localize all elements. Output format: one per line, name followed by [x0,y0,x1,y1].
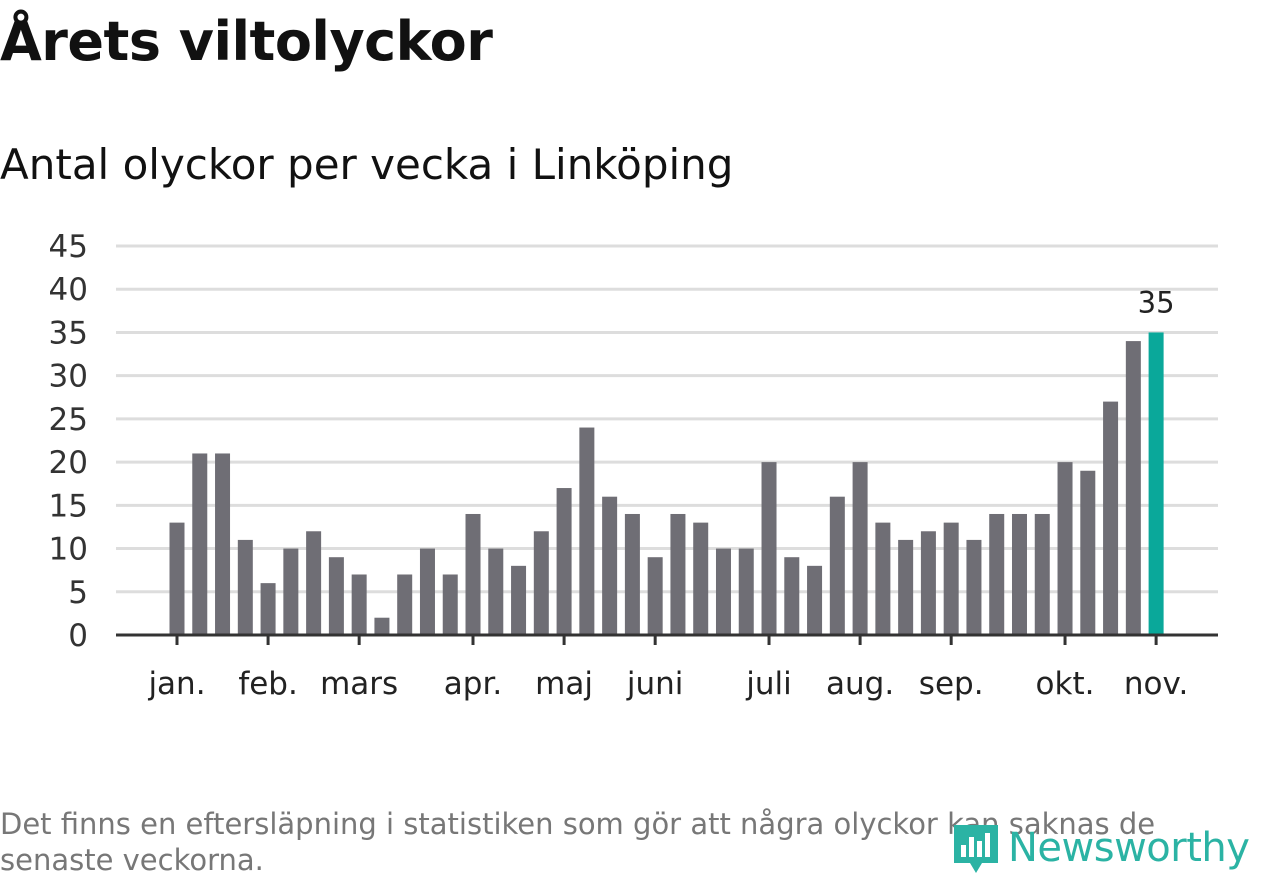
bar [511,565,527,635]
bar [647,557,663,635]
x-tick-label: juni [626,666,684,702]
bar [237,539,253,635]
bar [852,462,868,635]
bar [784,557,800,635]
x-tick-label: juli [745,666,792,702]
bar [738,548,754,635]
bar [966,539,982,635]
bar [351,574,367,635]
bar [829,496,845,635]
bar [807,565,823,635]
bar [442,574,458,635]
bar-highlight [1148,332,1164,635]
bar [374,617,390,635]
y-tick-label: 25 [49,402,88,438]
bar [306,531,322,635]
y-tick-label: 30 [49,359,88,395]
y-tick-label: 0 [68,618,88,654]
x-tick-label: jan. [147,666,205,702]
bar [761,462,777,635]
x-axis-ticks [175,635,1158,645]
bar [1103,401,1119,635]
highlight-value-label: 35 [1138,285,1175,319]
bar [283,548,299,635]
bar [1057,462,1073,635]
bar [943,522,959,635]
y-tick-label: 20 [49,445,88,481]
bar [715,548,731,635]
brand-name: Newsworthy [1008,825,1250,871]
bar [1125,341,1141,635]
bar-series [169,332,1164,635]
bar [920,531,936,635]
bar [192,453,208,635]
x-tick-label: sep. [919,666,984,702]
y-gridlines [116,244,1218,594]
bar [670,513,686,635]
bar [898,539,914,635]
y-tick-label: 35 [49,315,88,351]
y-axis-labels: 0 5 10 15 20 25 30 35 40 45 [49,229,88,654]
bar [989,513,1005,635]
bar [556,488,572,635]
newsworthy-logo: Newsworthy [950,818,1260,878]
chart-subtitle: Antal olyckor per vecka i Linköping [0,140,734,189]
bar [215,453,231,635]
bar [579,427,595,635]
y-tick-label: 40 [49,272,88,308]
bar [328,557,344,635]
bar [397,574,413,635]
y-tick-label: 5 [68,575,88,611]
bar [693,522,709,635]
bar [488,548,504,635]
x-axis-labels: jan. feb. mars apr. maj juni juli aug. sep. okt. n… [147,666,1188,702]
y-tick-label: 45 [49,229,88,265]
bar [602,496,618,635]
x-tick-label: apr. [444,666,502,702]
x-tick-label: mars [320,666,398,702]
bar [875,522,891,635]
bar [260,583,276,635]
bar [419,548,435,635]
y-tick-label: 15 [49,488,88,524]
newsworthy-logo-icon [954,825,998,873]
bar [624,513,640,635]
bar [533,531,549,635]
bar [465,513,481,635]
x-tick-label: nov. [1124,666,1188,702]
y-tick-label: 10 [49,532,88,568]
bar [1080,470,1096,635]
x-tick-label: maj [535,666,593,702]
x-tick-label: feb. [238,666,298,702]
x-tick-label: aug. [826,666,894,702]
bar [1011,513,1027,635]
x-tick-label: okt. [1036,666,1095,702]
bar [1034,513,1050,635]
chart-title: Årets viltolyckor [0,10,493,73]
bar [169,522,185,635]
